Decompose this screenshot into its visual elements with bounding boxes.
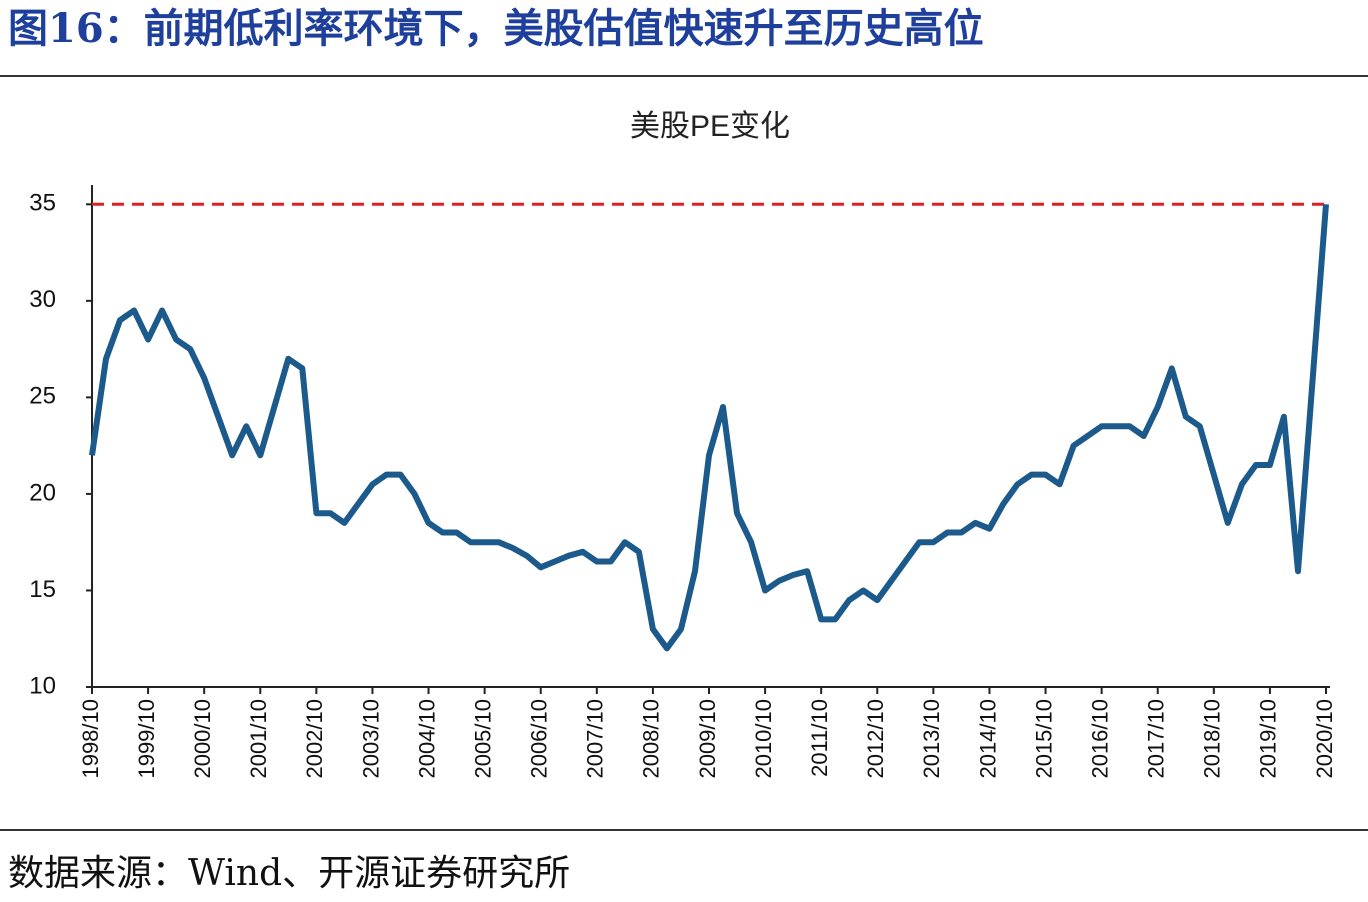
y-tick-label: 35 [29,190,56,217]
chart-title: 美股PE变化 [630,110,790,143]
x-tick-label: 2007/10 [583,699,608,779]
x-tick-label: 2009/10 [695,699,720,779]
x-tick-label: 2017/10 [1144,699,1169,779]
x-tick-label: 2003/10 [358,699,383,779]
y-tick-label: 20 [29,479,56,506]
x-tick-label: 2016/10 [1087,699,1112,779]
x-tick-label: 2008/10 [639,699,664,779]
x-tick-label: 2006/10 [527,699,552,779]
x-tick-label: 2020/10 [1312,699,1337,779]
x-tick-label: 2001/10 [246,699,271,779]
source: 数据来源：Wind、开源证券研究所 [8,853,570,894]
x-tick-label: 2011/10 [807,699,832,777]
x-tick-label: 2018/10 [1200,699,1225,779]
x-tick-label: 2004/10 [414,699,439,779]
x-tick-label: 2010/10 [751,699,776,779]
y-tick-label: 15 [29,576,56,603]
x-tick-label: 2005/10 [470,699,495,779]
y-tick-label: 25 [29,383,56,410]
x-tick-label: 2015/10 [1031,699,1056,779]
x-tick-label: 2013/10 [919,699,944,779]
x-tick-label: 2019/10 [1256,699,1281,779]
x-tick-label: 2000/10 [190,699,215,779]
y-tick-label: 10 [29,672,56,699]
figure-title: 图16：前期低利率环境下，美股估值快速升至历史高位 [8,5,984,52]
x-tick-label: 2012/10 [863,699,888,779]
x-tick-label: 2002/10 [302,699,327,779]
x-tick-label: 1999/10 [134,699,159,779]
y-tick-label: 30 [29,286,56,313]
x-tick-label: 2014/10 [975,699,1000,779]
x-tick-label: 1998/10 [78,699,103,779]
data-line [89,204,1329,652]
